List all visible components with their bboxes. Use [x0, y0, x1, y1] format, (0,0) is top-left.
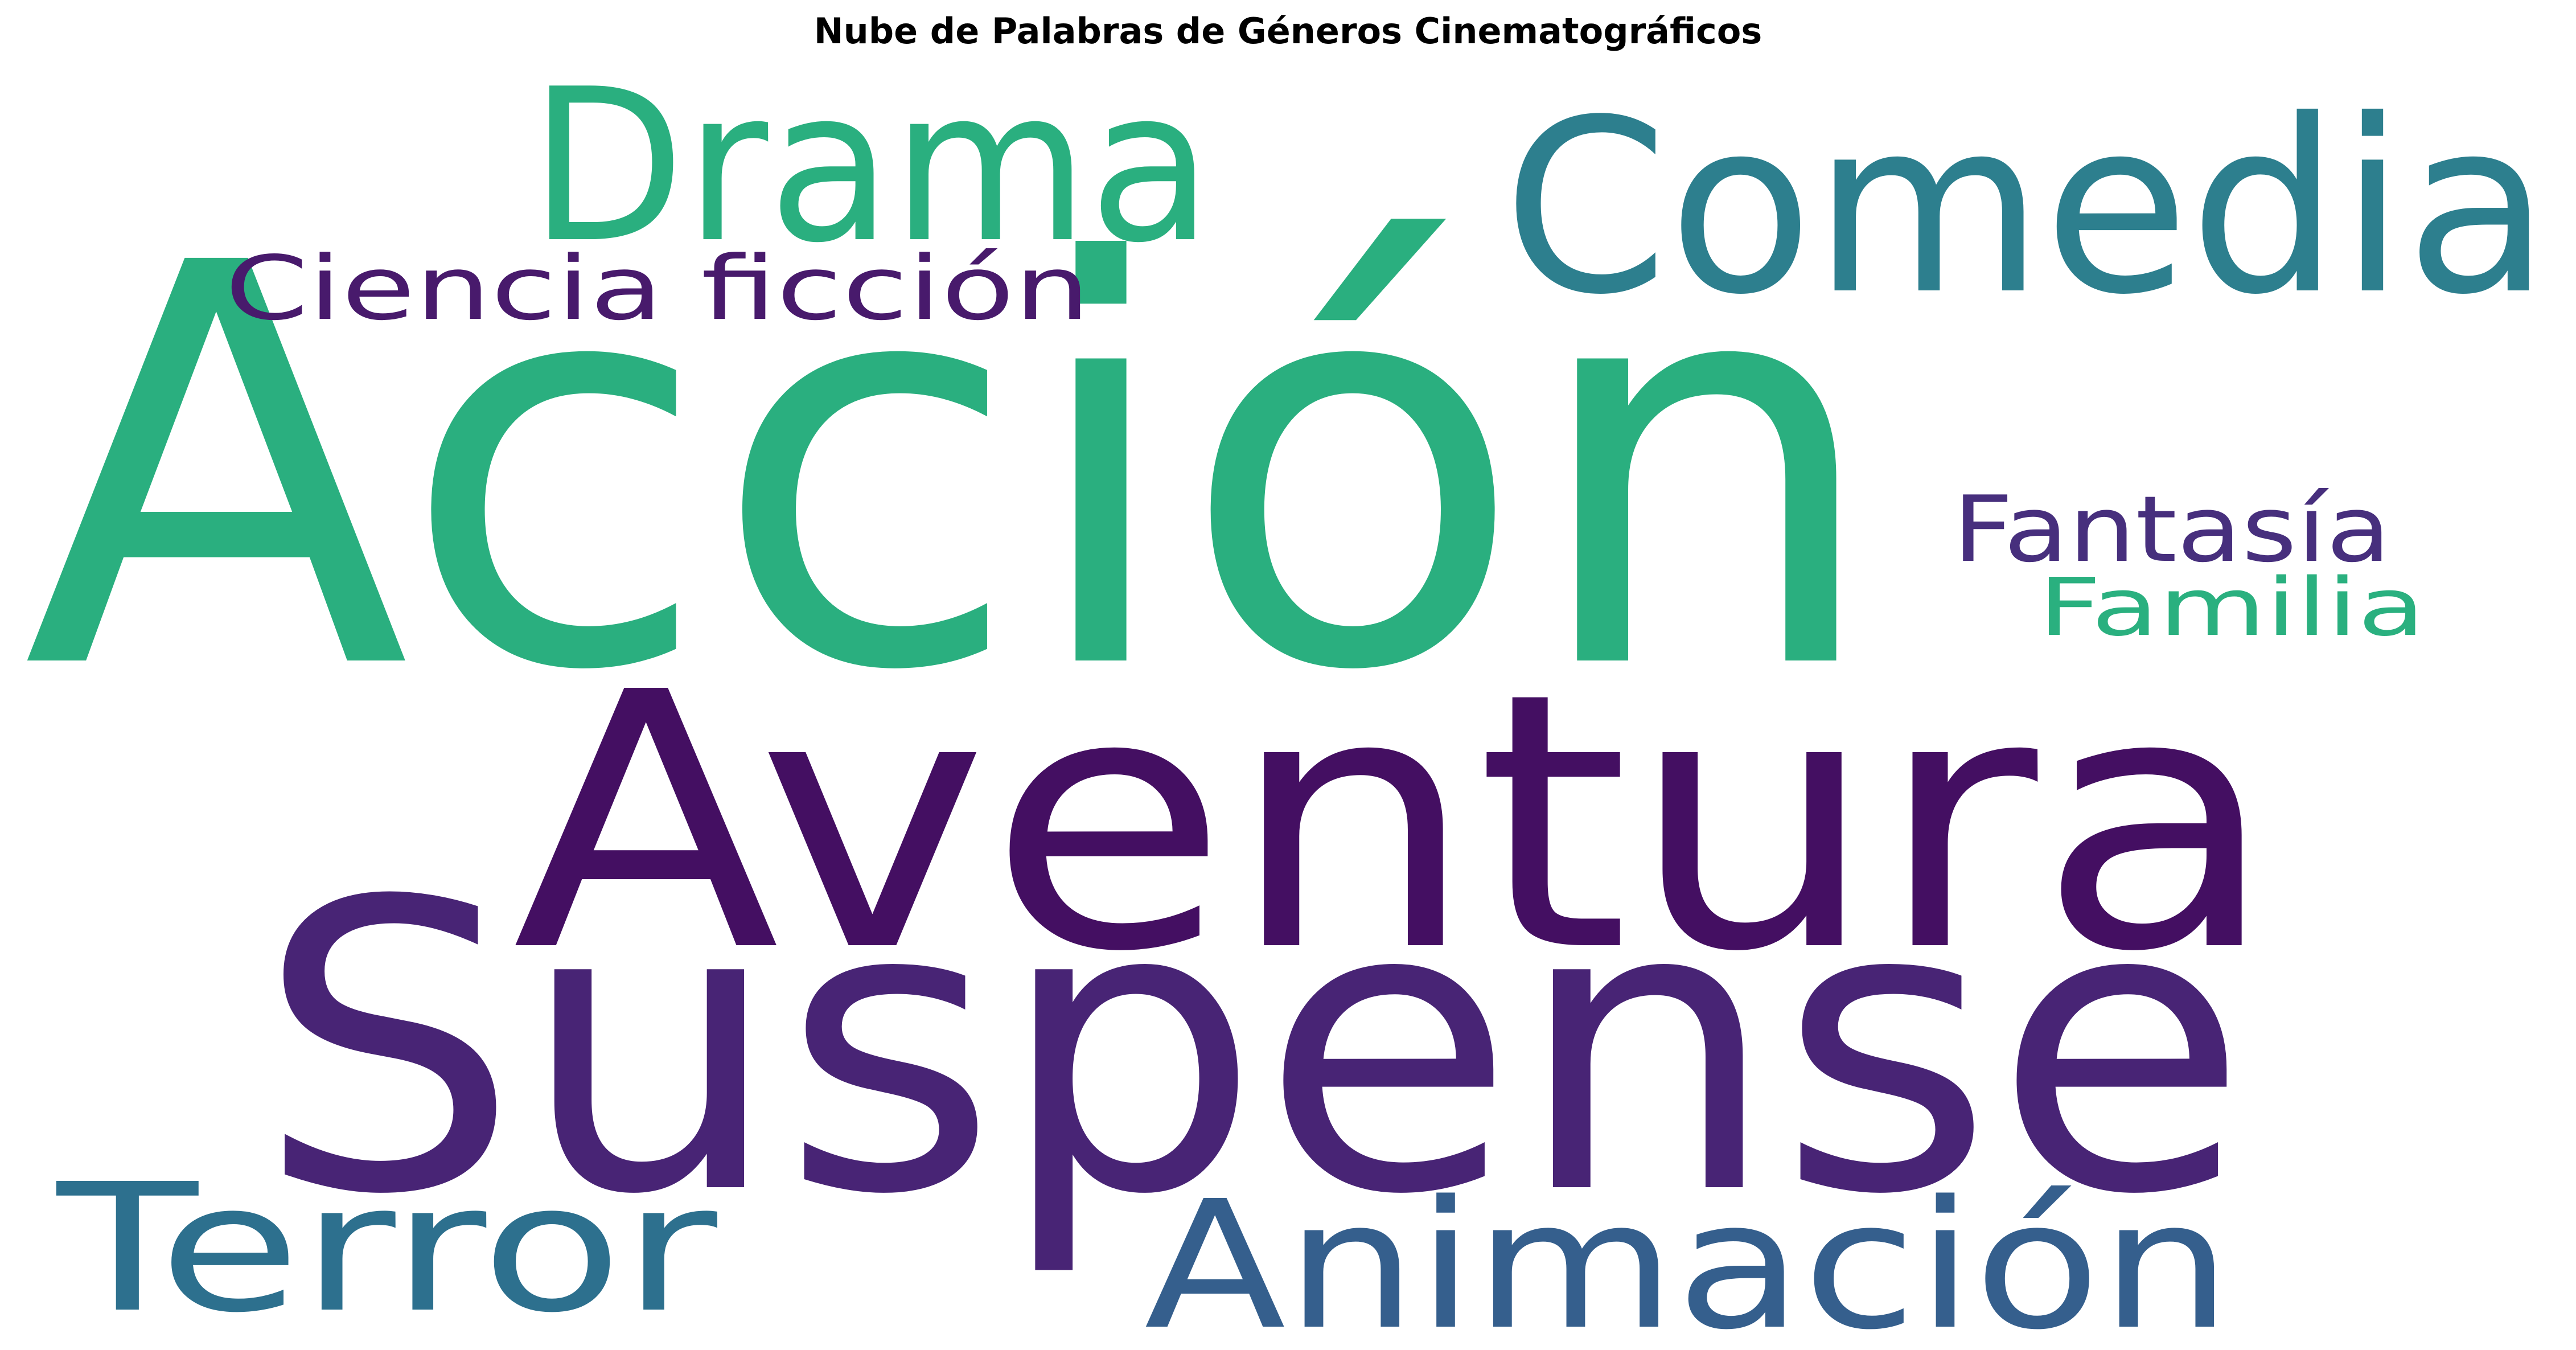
word-aventura: Aventura: [512, 618, 2277, 1029]
word-ciencia-ficcion: Ciencia ficción: [225, 237, 1090, 340]
word-comedia: Comedia: [1503, 69, 2550, 347]
word-accion: Acción: [23, 148, 1884, 791]
word-suspense: Suspense: [256, 818, 2249, 1282]
word-fantasia: Fantasía: [1953, 476, 2391, 582]
word-terror: Terror: [54, 1146, 720, 1350]
word-animacion: Animación: [1144, 1163, 2232, 1350]
chart-title: Nube de Palabras de Géneros Cinematográf…: [814, 10, 1762, 52]
word-drama: Drama: [529, 44, 1213, 289]
word-familia: Familia: [2038, 561, 2425, 654]
